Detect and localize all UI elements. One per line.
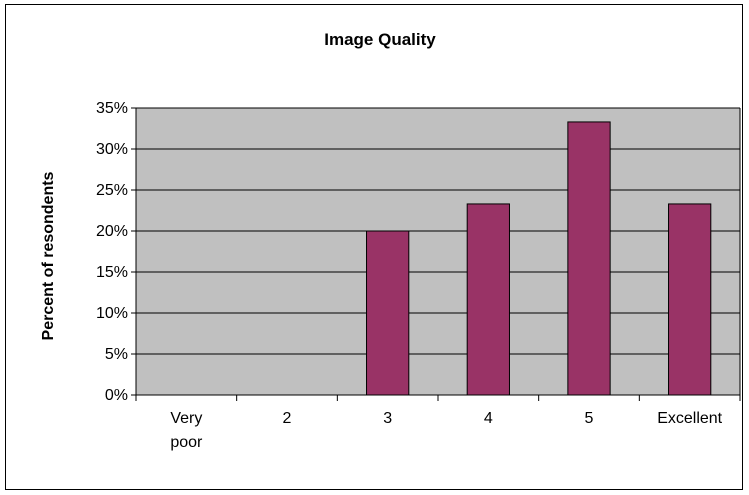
y-tick-label: 35% xyxy=(96,100,128,117)
x-tick-label-line: 5 xyxy=(585,410,594,427)
x-tick-label-line: 4 xyxy=(484,410,493,427)
plot-area: 0% 5% 10% 15% 20% 25% 30% 35% Very poor 2 3 4 5 Excell… xyxy=(96,100,741,451)
bar xyxy=(466,203,510,396)
chart-area: Image Quality Percent of resondents 0% 5%… xyxy=(5,4,743,490)
y-tick-label: 15% xyxy=(96,264,128,281)
y-tick-label: 20% xyxy=(96,223,128,240)
y-tick-label: 0% xyxy=(105,387,128,404)
x-tick-label: 5 xyxy=(585,410,594,427)
x-tick-label-line: Very xyxy=(170,410,202,427)
x-tick-label-line: 2 xyxy=(283,410,292,427)
y-tick-label: 10% xyxy=(96,305,128,322)
chart-title: Image Quality xyxy=(324,30,436,49)
x-tick-label: 2 xyxy=(283,410,292,427)
x-tick-label: Very poor xyxy=(170,410,203,451)
x-tick-label: 3 xyxy=(383,410,392,427)
bar xyxy=(567,121,611,396)
x-tick-label-line: 3 xyxy=(383,410,392,427)
bar xyxy=(366,230,410,396)
plot-background xyxy=(136,108,740,395)
chart-svg: Image Quality Percent of resondents 0% 5%… xyxy=(40,30,741,451)
y-axis-label: Percent of resondents xyxy=(40,171,57,340)
y-tick-label: 30% xyxy=(96,141,128,158)
y-tick-label: 25% xyxy=(96,182,128,199)
bar xyxy=(668,203,712,396)
x-tick-label-line: Excellent xyxy=(657,410,722,427)
x-tick-label: Excellent xyxy=(657,410,722,427)
x-tick-label-line: poor xyxy=(170,434,203,451)
y-tick-label: 5% xyxy=(105,346,128,363)
x-tick-label: 4 xyxy=(484,410,493,427)
